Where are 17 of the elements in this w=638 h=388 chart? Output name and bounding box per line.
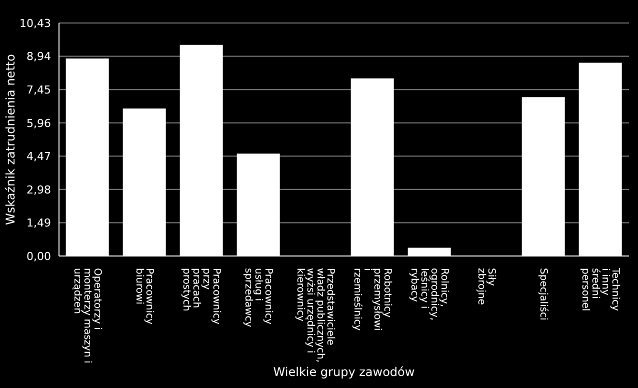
y-tick-label: 5,96	[26, 116, 51, 130]
x-tick-label: Siły zbrojne	[476, 268, 496, 305]
x-tick-label: Rolnicy, ogrodnicy, leśnicy i rybacy	[408, 268, 450, 321]
x-tick-label: Specjaliści	[538, 268, 550, 320]
y-tick-label: 4,47	[26, 150, 51, 164]
x-axis-title: Wielkie grupy zawodów	[273, 365, 415, 379]
y-tick-label: 10,43	[20, 16, 51, 30]
y-tick-label: 0,00	[26, 250, 51, 263]
y-tick-label: 1,49	[26, 216, 51, 230]
y-tick-label: 8,94	[26, 50, 51, 64]
x-tick-label: Technicy i inny średni personel	[580, 267, 620, 312]
y-tick-label: 7,45	[26, 83, 51, 96]
x-tick-label: Pracownicy przy pracach prostych	[180, 268, 222, 325]
x-tick-label: Operatorzy i monterzy maszyn i urządzeń	[72, 268, 102, 364]
y-axis-title: Wskaźnik zatrudnienia netto	[3, 54, 18, 225]
y-tick-label: 2,98	[26, 183, 51, 196]
x-tick-label: Pracownicy biurowi	[134, 268, 154, 325]
